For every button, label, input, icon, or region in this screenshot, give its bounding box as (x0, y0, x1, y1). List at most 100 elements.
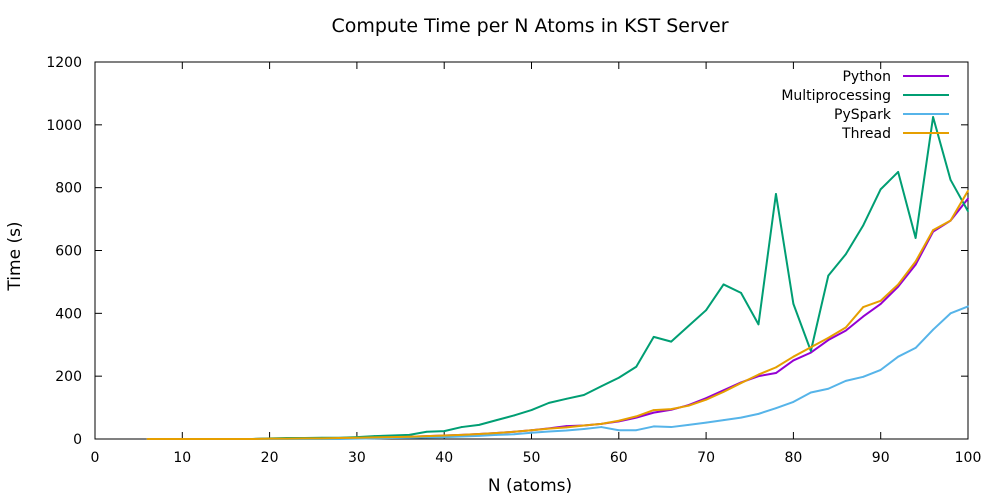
data-point-multiprocessing (775, 193, 777, 195)
data-point-pyspark (844, 379, 847, 382)
data-point-thread (879, 299, 882, 302)
y-tick-label: 0 (73, 432, 82, 448)
data-point-thread (827, 336, 830, 339)
data-point-thread (460, 434, 463, 436)
data-point-thread (914, 260, 917, 263)
data-point-multiprocessing (582, 394, 585, 396)
legend-label-multiprocessing: Multiprocessing (781, 88, 891, 104)
data-point-pyspark (827, 387, 830, 390)
x-tick-label: 40 (435, 450, 453, 466)
data-point-thread (408, 435, 411, 438)
data-point-python (844, 329, 847, 332)
data-point-thread (233, 438, 236, 440)
legend: Python Multiprocessing PySpark Thread (781, 69, 949, 142)
data-point-thread (792, 355, 795, 358)
legend-item-pyspark: PySpark (834, 107, 949, 123)
data-point-pyspark (792, 401, 795, 403)
data-point-python (914, 263, 917, 266)
data-point-multiprocessing (600, 385, 603, 388)
data-point-thread (338, 437, 341, 439)
x-tick-label: 60 (610, 450, 628, 466)
data-point-pyspark (443, 436, 446, 439)
data-point-multiprocessing (757, 323, 760, 326)
data-point-thread (268, 437, 271, 440)
data-point-python (967, 197, 969, 200)
y-tick-label: 1000 (46, 118, 82, 134)
data-point-thread (722, 390, 725, 393)
data-point-multiprocessing (932, 116, 934, 118)
y-tick-label: 600 (55, 244, 82, 260)
data-point-thread (373, 436, 376, 439)
x-tick-label: 20 (261, 450, 279, 466)
data-point-multiprocessing (705, 309, 707, 312)
data-point-python (652, 411, 655, 414)
x-tick-label: 100 (955, 450, 982, 466)
data-point-multiprocessing (967, 210, 969, 213)
data-point-multiprocessing (722, 283, 725, 286)
data-point-multiprocessing (949, 178, 952, 181)
data-point-pyspark (862, 375, 865, 378)
x-tick-label: 30 (348, 450, 366, 466)
data-point-pyspark (897, 355, 900, 358)
data-point-thread (687, 404, 690, 407)
data-point-thread (932, 229, 934, 231)
data-point-pyspark (705, 421, 707, 424)
data-point-pyspark (513, 433, 515, 436)
data-point-multiprocessing (460, 426, 463, 428)
series-lines (146, 115, 969, 440)
series-python (146, 197, 969, 440)
legend-item-multiprocessing: Multiprocessing (781, 88, 949, 104)
data-point-python (879, 303, 882, 305)
data-point-thread (548, 427, 550, 430)
y-axis-label: Time (s) (5, 221, 25, 291)
data-point-pyspark (967, 305, 969, 308)
data-point-thread (617, 419, 620, 422)
data-point-multiprocessing (879, 188, 882, 191)
data-point-multiprocessing (617, 376, 620, 379)
data-point-thread (600, 423, 603, 425)
data-point-thread (862, 306, 865, 308)
data-point-pyspark (548, 430, 550, 433)
data-point-thread (775, 366, 777, 369)
data-point-thread (705, 398, 707, 401)
axes: 0 10 20 30 40 50 60 70 80 90 100020040060080010001… (46, 55, 981, 466)
data-point-pyspark (617, 429, 620, 432)
data-point-python (792, 359, 795, 362)
data-point-multiprocessing (495, 419, 498, 422)
data-point-thread (198, 438, 201, 440)
data-point-thread (967, 189, 969, 192)
x-tick-label: 70 (697, 450, 715, 466)
chart-title: Compute Time per N Atoms in KST Server (331, 15, 728, 37)
legend-item-python: Python (842, 69, 949, 85)
series-multiprocessing (146, 115, 969, 440)
data-point-thread (390, 436, 393, 439)
data-point-thread (757, 373, 760, 376)
data-point-pyspark (670, 426, 673, 428)
y-tick-label: 800 (55, 181, 82, 197)
y-tick-label: 200 (55, 369, 82, 385)
x-tick-label: 10 (173, 450, 191, 466)
data-point-pyspark (530, 431, 533, 434)
data-point-thread (740, 382, 742, 384)
y-tick-label: 400 (55, 306, 82, 322)
data-point-thread (303, 437, 306, 440)
data-point-thread (582, 424, 585, 427)
series-line-pyspark (147, 305, 969, 440)
data-point-multiprocessing (862, 224, 865, 227)
series-line-multiprocessing (147, 115, 969, 440)
data-point-pyspark (478, 434, 481, 437)
data-point-pyspark (740, 416, 742, 419)
series-pyspark (146, 305, 969, 440)
data-point-pyspark (635, 429, 638, 432)
data-point-thread (321, 437, 323, 440)
data-point-multiprocessing (652, 335, 655, 338)
data-point-pyspark (809, 391, 812, 394)
data-point-multiprocessing (844, 253, 847, 256)
data-point-pyspark (932, 328, 934, 331)
series-line-thread (147, 190, 969, 440)
data-point-multiprocessing (390, 434, 393, 437)
data-point-multiprocessing (443, 430, 446, 433)
data-point-thread (565, 426, 568, 429)
